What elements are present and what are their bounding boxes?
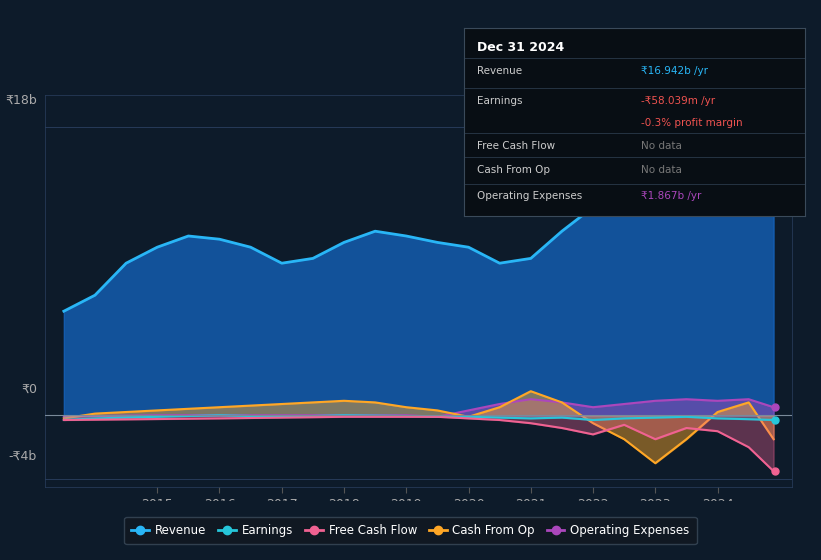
Text: Dec 31 2024: Dec 31 2024 <box>478 41 565 54</box>
Text: No data: No data <box>641 165 682 175</box>
Text: Free Cash Flow: Free Cash Flow <box>478 141 556 151</box>
Text: Revenue: Revenue <box>478 66 523 76</box>
Text: ₹18b: ₹18b <box>5 94 37 108</box>
Text: ₹0: ₹0 <box>21 382 37 396</box>
Text: Cash From Op: Cash From Op <box>478 165 551 175</box>
Text: Earnings: Earnings <box>478 96 523 105</box>
Legend: Revenue, Earnings, Free Cash Flow, Cash From Op, Operating Expenses: Revenue, Earnings, Free Cash Flow, Cash … <box>124 517 697 544</box>
Text: -₹58.039m /yr: -₹58.039m /yr <box>641 96 715 105</box>
Text: -₹4b: -₹4b <box>9 450 37 463</box>
Text: No data: No data <box>641 141 682 151</box>
Text: Operating Expenses: Operating Expenses <box>478 191 583 201</box>
Text: ₹1.867b /yr: ₹1.867b /yr <box>641 191 701 201</box>
Text: ₹16.942b /yr: ₹16.942b /yr <box>641 66 708 76</box>
Text: -0.3% profit margin: -0.3% profit margin <box>641 118 743 128</box>
